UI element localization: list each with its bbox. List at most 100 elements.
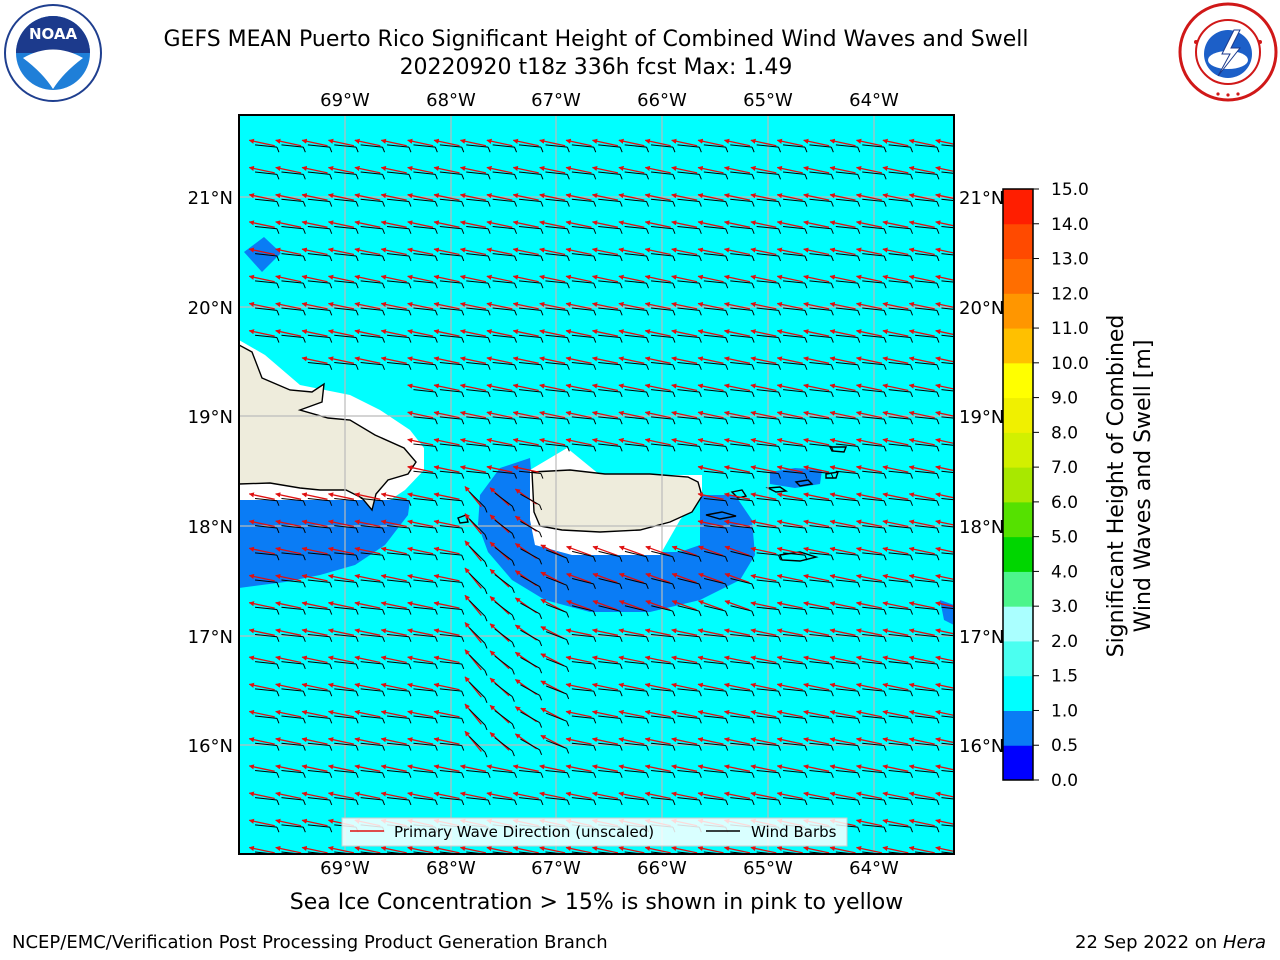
wind-barb xyxy=(281,688,304,692)
wind-barb xyxy=(413,443,436,447)
wind-barb-feather xyxy=(540,282,544,289)
wave-direction-arrow xyxy=(776,220,803,228)
wind-barb-feather xyxy=(355,174,359,180)
wave-direction-arrow xyxy=(882,165,909,174)
colorbar-tick-label: 11.0 xyxy=(1051,319,1089,339)
wind-barb xyxy=(783,525,805,529)
wave-direction-arrow xyxy=(776,465,803,473)
wind-barb-feather xyxy=(566,721,570,727)
latitude-label-left: 21°N xyxy=(188,188,233,209)
wave-direction-arrow xyxy=(829,383,856,392)
wind-barb xyxy=(862,470,885,475)
wind-barb-feather xyxy=(830,391,834,398)
wave-direction-arrow xyxy=(935,383,954,390)
wind-barb-feather xyxy=(329,500,333,506)
colorbar-segment xyxy=(1003,675,1033,711)
colorbar-tick-label: 4.0 xyxy=(1051,562,1078,582)
wind-barb xyxy=(571,797,594,801)
wind-barb-feather xyxy=(646,228,650,234)
wind-barb-feather xyxy=(302,228,306,234)
wind-barb-feather xyxy=(857,282,861,289)
wind-barb-feather xyxy=(302,826,306,833)
wind-barb-feather xyxy=(725,310,729,316)
wave-direction-arrow xyxy=(539,764,566,772)
wave-direction-arrow xyxy=(829,737,856,745)
wind-barb xyxy=(492,144,515,148)
wind-barb-feather xyxy=(434,500,438,506)
wind-barb xyxy=(915,361,937,366)
wind-barb xyxy=(835,144,858,148)
wind-barb xyxy=(360,606,383,611)
wave-direction-arrow xyxy=(776,628,803,636)
wind-barb-feather xyxy=(487,228,491,234)
wind-barb xyxy=(809,361,832,366)
wave-direction-arrow xyxy=(459,356,487,364)
wind-barb-feather xyxy=(566,585,570,591)
wind-barb-feather xyxy=(593,282,597,289)
wind-barb-feather xyxy=(883,337,887,343)
wave-direction-arrow xyxy=(776,437,803,446)
latitude-label-right: 21°N xyxy=(959,188,1004,209)
wind-barb xyxy=(756,742,779,747)
wind-barb xyxy=(862,497,885,502)
colorbar-ticks: 0.00.51.01.52.03.04.05.06.07.08.09.010.0… xyxy=(1033,180,1089,791)
wind-barb-feather xyxy=(672,364,676,370)
wave-direction-arrow xyxy=(248,655,275,664)
wave-direction-arrow xyxy=(354,356,381,364)
wind-barb xyxy=(756,280,779,284)
wave-direction-arrow xyxy=(935,247,954,254)
wind-barb xyxy=(783,416,805,420)
wind-barb xyxy=(703,633,726,638)
wind-barb-feather xyxy=(936,826,940,833)
wind-barb xyxy=(360,552,383,556)
wave-direction-arrow xyxy=(459,247,487,256)
wind-barb-feather xyxy=(566,146,570,153)
wave-direction-arrow xyxy=(433,247,460,256)
wave-direction-arrow xyxy=(908,437,935,446)
wind-barb-feather xyxy=(329,337,333,343)
wave-direction-arrow xyxy=(750,573,777,582)
wind-barb-feather xyxy=(646,718,650,724)
wind-barb-feather xyxy=(936,663,940,670)
wind-barb xyxy=(783,361,805,366)
wave-direction-arrow xyxy=(591,383,619,392)
wind-barb-feather xyxy=(329,718,333,724)
wave-direction-arrow xyxy=(565,220,592,228)
wave-direction-arrow xyxy=(803,437,830,446)
wind-barb xyxy=(520,575,540,588)
wind-barb xyxy=(756,443,779,447)
wave-direction-arrow xyxy=(618,329,645,337)
wind-barb xyxy=(281,334,304,339)
wave-direction-arrow xyxy=(380,601,407,609)
colorbar-segment xyxy=(1003,397,1033,433)
wind-barb-feather xyxy=(778,745,782,751)
wind-barb xyxy=(941,334,954,338)
wave-direction-arrow xyxy=(671,572,697,584)
wind-barb-feather xyxy=(461,690,465,697)
wind-barb xyxy=(835,307,858,311)
wind-barb xyxy=(387,552,409,556)
wave-direction-arrow xyxy=(539,845,566,854)
wave-direction-arrow xyxy=(354,138,381,147)
wind-barb xyxy=(651,280,673,284)
wind-barb xyxy=(835,633,858,638)
wind-barb-feather xyxy=(698,663,702,670)
wind-barb xyxy=(651,797,673,801)
wave-direction-arrow xyxy=(618,274,645,283)
wind-barb-feather xyxy=(382,582,386,588)
wave-direction-arrow xyxy=(618,845,645,854)
wave-direction-arrow xyxy=(697,655,724,664)
wind-barb-feather xyxy=(593,446,597,452)
wind-barb-feather xyxy=(329,554,333,561)
wind-barb-feather xyxy=(751,745,755,751)
wind-barb xyxy=(862,606,885,611)
wind-barb xyxy=(941,470,954,474)
wind-barb-feather xyxy=(883,473,887,479)
wind-barb xyxy=(387,307,409,311)
wind-barb-feather xyxy=(672,146,676,153)
wave-direction-arrow xyxy=(275,519,302,528)
wind-barb-feather xyxy=(645,610,649,617)
wind-barb xyxy=(519,280,541,284)
latitude-label-left: 16°N xyxy=(188,736,233,757)
wind-barb xyxy=(783,688,805,692)
